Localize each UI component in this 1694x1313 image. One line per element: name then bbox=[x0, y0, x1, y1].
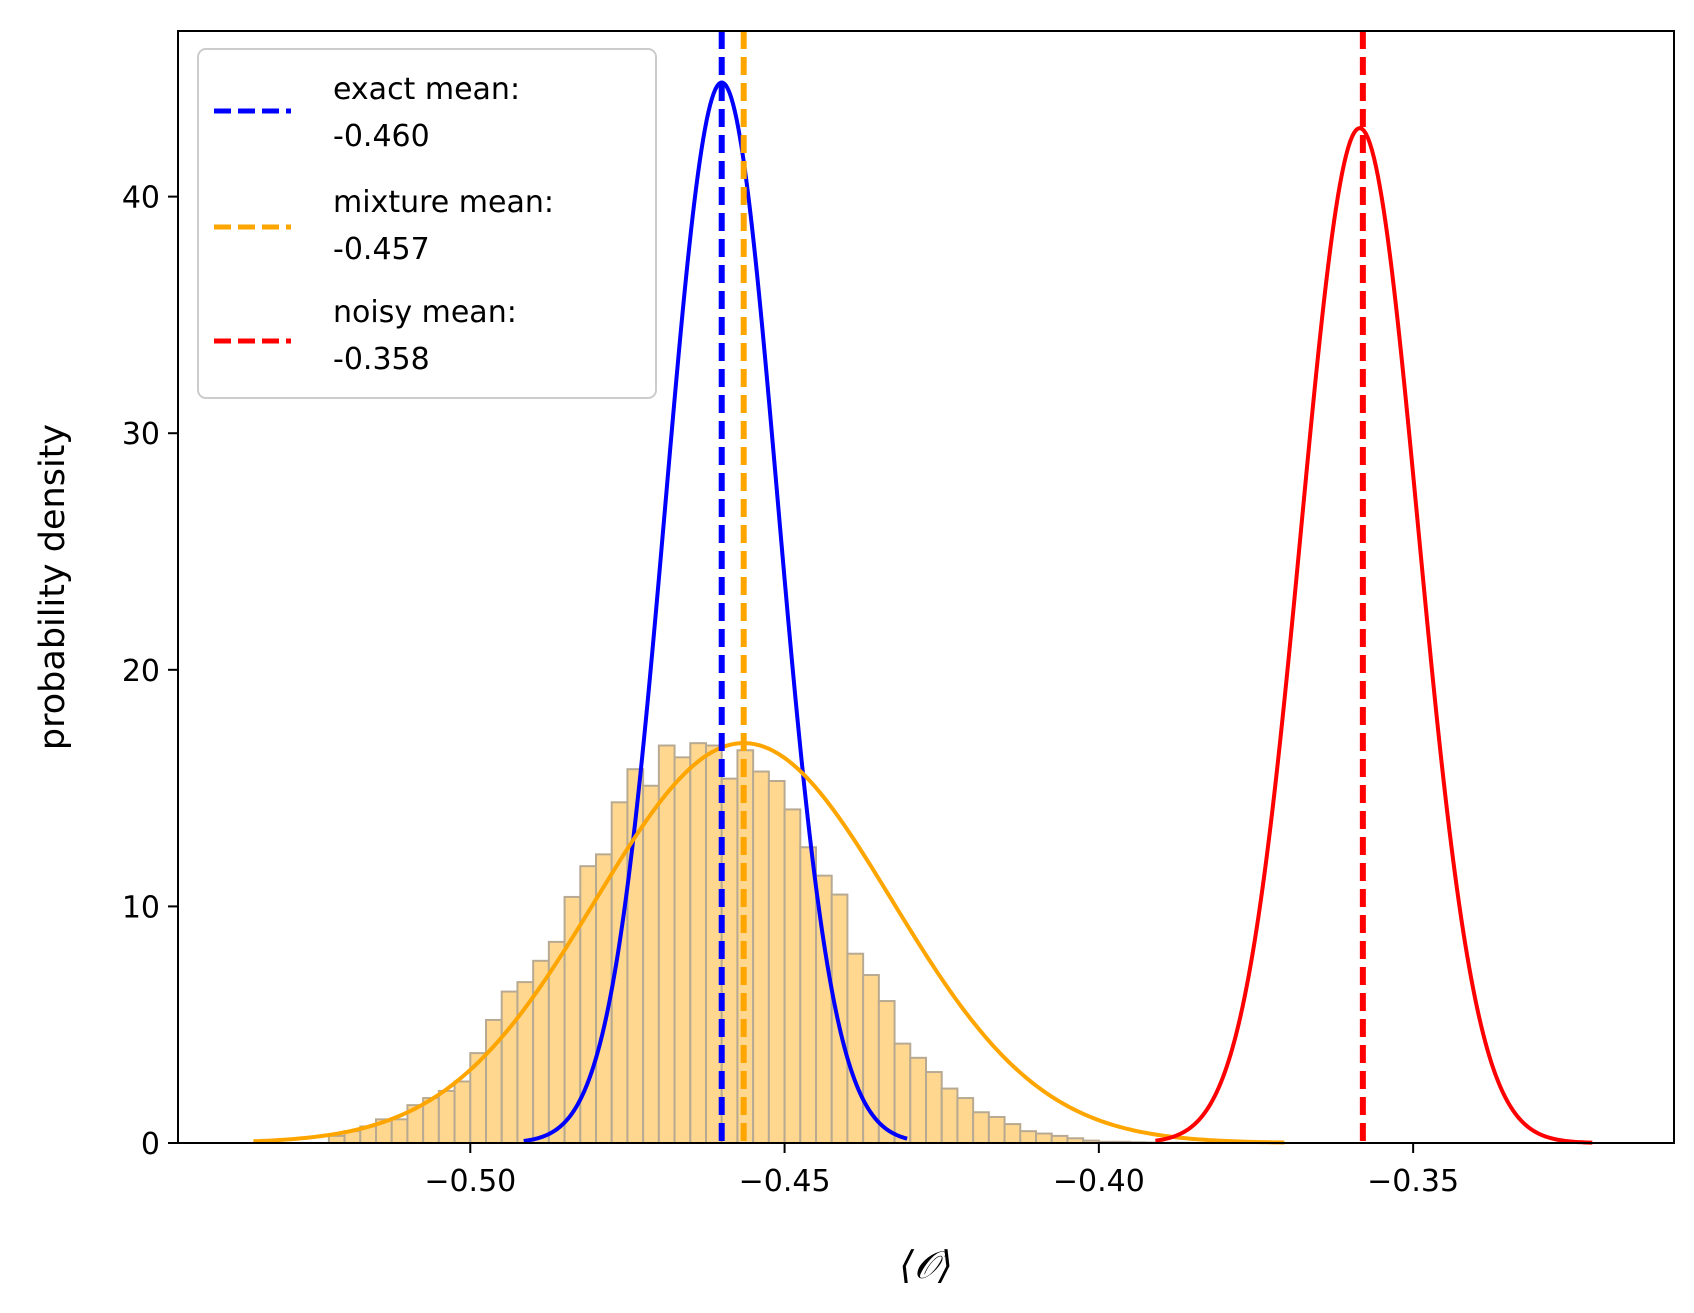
legend-mixture-value: -0.457 bbox=[333, 232, 430, 267]
histogram-bar bbox=[500, 990, 519, 1145]
x-tick-label: −0.45 bbox=[739, 1164, 831, 1199]
histogram-bar bbox=[327, 1134, 346, 1145]
x-axis: −0.50 −0.45 −0.40 −0.35 bbox=[424, 1143, 1459, 1199]
y-axis-label: probability density bbox=[33, 424, 73, 750]
histogram-bar bbox=[1050, 1134, 1069, 1145]
density-curves bbox=[253, 80, 1593, 1145]
histogram-bar bbox=[877, 1000, 896, 1144]
mean-lines bbox=[718, 31, 1366, 1143]
y-tick-label: 30 bbox=[122, 417, 160, 452]
histogram-bar bbox=[1019, 1130, 1037, 1145]
legend: exact mean: -0.460 mixture mean: -0.457 … bbox=[197, 48, 657, 399]
histogram-bar bbox=[1003, 1123, 1022, 1144]
histogram-bar bbox=[642, 784, 660, 1144]
histogram-bar bbox=[390, 1118, 409, 1144]
histogram-bar bbox=[689, 742, 707, 1145]
y-tick-label: 40 bbox=[122, 181, 160, 216]
histogram-bar bbox=[579, 865, 597, 1144]
legend-item-noisy: noisy mean: -0.358 bbox=[214, 295, 517, 377]
legend-exact-label: exact mean: bbox=[333, 72, 520, 107]
histogram-bar bbox=[956, 1097, 975, 1145]
histogram-bar bbox=[987, 1115, 1006, 1144]
histogram-bar bbox=[799, 846, 817, 1144]
histogram-bar bbox=[893, 1042, 912, 1145]
histogram-bar bbox=[752, 770, 770, 1144]
histogram-bar bbox=[673, 756, 692, 1144]
histogram-bar bbox=[437, 1089, 456, 1144]
legend-exact-value: -0.460 bbox=[333, 119, 430, 154]
legend-noisy-label: noisy mean: bbox=[333, 295, 517, 330]
plot-area bbox=[253, 31, 1593, 1145]
histogram-bar bbox=[657, 744, 676, 1145]
y-tick-label: 20 bbox=[122, 654, 160, 689]
histogram-bar bbox=[909, 1056, 927, 1144]
y-tick-label: 10 bbox=[122, 890, 160, 925]
y-tick-label: 0 bbox=[141, 1127, 160, 1162]
histogram-bar bbox=[453, 1080, 472, 1144]
x-tick-label: −0.40 bbox=[1053, 1164, 1145, 1199]
histogram-bar bbox=[783, 808, 802, 1145]
x-axis-label: ⟨𝒪⟩ bbox=[899, 1243, 953, 1287]
plot-frame bbox=[177, 30, 1675, 1144]
histogram-bar bbox=[972, 1111, 990, 1144]
legend-box bbox=[197, 48, 657, 399]
x-tick-label: −0.35 bbox=[1367, 1164, 1459, 1199]
legend-item-mixture: mixture mean: -0.457 bbox=[214, 185, 554, 267]
histogram-bar bbox=[767, 780, 786, 1144]
histogram-bar bbox=[846, 952, 865, 1144]
exact-density-curve bbox=[523, 80, 908, 1143]
legend-item-exact: exact mean: -0.460 bbox=[214, 72, 520, 154]
histogram-bar bbox=[1035, 1132, 1053, 1145]
mixture-density-curve bbox=[253, 741, 1285, 1145]
x-tick-label: −0.50 bbox=[424, 1164, 516, 1199]
legend-noisy-value: -0.358 bbox=[333, 342, 430, 377]
noisy-density-curve bbox=[1155, 126, 1593, 1145]
y-axis: 0 10 20 30 40 bbox=[122, 181, 178, 1162]
histogram-bar bbox=[940, 1087, 959, 1144]
histogram-bar bbox=[925, 1071, 943, 1145]
legend-mixture-label: mixture mean: bbox=[333, 185, 554, 220]
